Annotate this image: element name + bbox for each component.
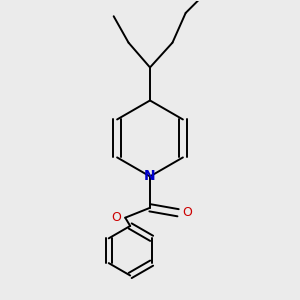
Text: N: N xyxy=(144,169,156,183)
Text: O: O xyxy=(111,211,121,224)
Text: O: O xyxy=(182,206,192,219)
